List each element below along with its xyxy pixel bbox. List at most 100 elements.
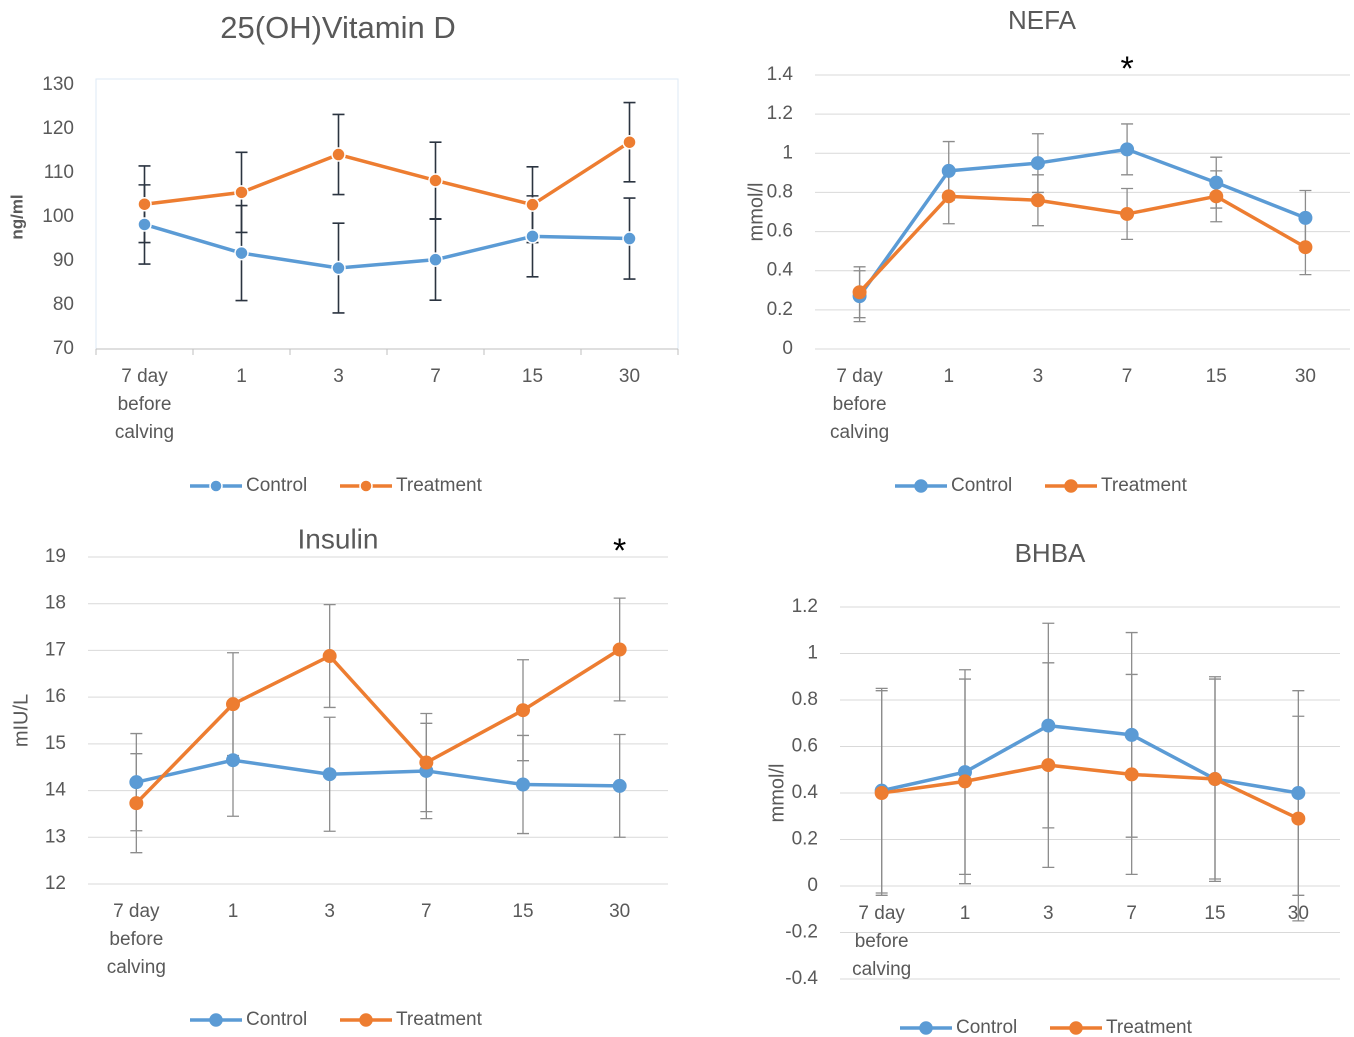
x-tick-label-box: 7 day before calving xyxy=(114,366,175,443)
chart-title: BHBA xyxy=(1015,538,1086,568)
series-line xyxy=(135,758,620,788)
annotation: * xyxy=(1120,50,1133,88)
data-point xyxy=(612,642,627,657)
series-line xyxy=(858,147,1307,298)
x-tick-label: 30 xyxy=(609,901,631,922)
chart-title: 25(OH)Vitamin D xyxy=(220,10,455,45)
y-tick-label: 1 xyxy=(782,142,793,163)
data-point xyxy=(1208,772,1222,787)
x-tick-label: 7 day before calving xyxy=(830,366,890,443)
y-tick-label: -0.4 xyxy=(785,968,818,989)
data-point xyxy=(226,697,240,712)
x-tick-label-box: 30 xyxy=(609,901,631,922)
data-point xyxy=(941,189,956,204)
y-tick-label: 1.2 xyxy=(792,596,818,617)
x-tick-label: 1 xyxy=(959,903,971,924)
data-point xyxy=(1124,727,1139,742)
series-line xyxy=(144,222,630,270)
x-tick-label: 7 day before calving xyxy=(852,903,912,980)
x-tick-label: 3 xyxy=(324,901,335,922)
x-tick-label: 7 xyxy=(1121,366,1133,387)
x-tick-label: 3 xyxy=(1032,366,1044,387)
series-line xyxy=(881,763,1300,821)
series-line xyxy=(135,648,621,805)
x-tick-label: 15 xyxy=(1205,366,1227,387)
x-tick-label-box: 1 xyxy=(236,366,247,387)
series-line xyxy=(144,140,631,207)
y-tick-label: 18 xyxy=(45,593,66,614)
data-point xyxy=(129,796,144,811)
x-tick-label-box: 15 xyxy=(512,901,533,922)
y-tick-label: 16 xyxy=(45,686,66,707)
data-point xyxy=(1124,767,1139,782)
y-tick-label: 0.4 xyxy=(767,260,794,281)
data-point xyxy=(1209,189,1224,204)
x-tick-label: 3 xyxy=(333,366,344,387)
y-tick-label: 0.8 xyxy=(792,689,818,710)
data-point xyxy=(137,217,152,232)
chart-title: Insulin xyxy=(298,523,379,554)
y-tick-label: 1 xyxy=(807,643,818,664)
x-tick-label: 15 xyxy=(1204,903,1226,924)
y-tick-label: 15 xyxy=(45,733,66,754)
legend-marker xyxy=(919,1021,933,1035)
y-axis-label: mmol/l xyxy=(766,764,788,823)
y-tick-label: 70 xyxy=(53,338,74,359)
x-tick-label-box: 3 xyxy=(324,901,335,922)
legend-marker xyxy=(914,479,928,493)
data-point xyxy=(612,778,627,793)
x-tick-label-box: 7 day before calving xyxy=(852,903,912,980)
data-point xyxy=(622,134,637,150)
x-tick-label-box: 7 xyxy=(430,366,441,387)
y-axis-label: mIU/L xyxy=(10,694,32,747)
y-tick-label: 90 xyxy=(53,250,74,271)
data-point xyxy=(516,777,530,792)
x-tick-label-box: 3 xyxy=(333,366,344,387)
x-tick-label-box: 1 xyxy=(228,901,239,922)
data-point xyxy=(1041,758,1056,773)
legend-label: Control xyxy=(246,1009,307,1030)
x-tick-label-box: 30 xyxy=(618,366,641,387)
y-tick-label: 80 xyxy=(53,294,74,315)
y-tick-label: -0.2 xyxy=(785,922,818,943)
y-tick-label: 14 xyxy=(45,780,67,801)
legend-marker xyxy=(209,479,223,493)
legend-label: Control xyxy=(246,475,307,496)
x-tick-label-box: 7 day before calving xyxy=(107,901,166,978)
legend-label: Control xyxy=(956,1017,1017,1037)
data-point xyxy=(137,196,152,212)
x-tick-label: 30 xyxy=(1294,366,1316,387)
y-tick-label: 12 xyxy=(45,873,66,894)
data-point xyxy=(1298,210,1313,225)
data-point xyxy=(874,786,889,800)
legend-marker xyxy=(1064,479,1078,493)
x-tick-label: 3 xyxy=(1043,903,1054,924)
x-tick-label: 15 xyxy=(521,366,544,387)
legend-label: Treatment xyxy=(1101,475,1188,496)
data-point xyxy=(1120,142,1135,157)
y-tick-label: 0 xyxy=(807,875,818,896)
y-tick-label: 17 xyxy=(45,639,66,660)
data-point xyxy=(331,147,346,162)
data-point xyxy=(1291,786,1306,800)
legend-label: Treatment xyxy=(1106,1017,1193,1037)
data-point xyxy=(1030,156,1045,171)
x-tick-label: 7 xyxy=(421,901,432,922)
data-point xyxy=(525,229,540,244)
x-tick-label-box: 7 xyxy=(1126,903,1137,924)
data-point xyxy=(1209,175,1224,190)
x-tick-label-box: 15 xyxy=(521,366,544,387)
annotation: * xyxy=(613,532,626,570)
y-tick-label: 13 xyxy=(45,826,66,847)
x-tick-label-box: 1 xyxy=(943,366,954,387)
data-point xyxy=(322,767,337,782)
data-point xyxy=(234,245,249,261)
chart-title: NEFA xyxy=(1008,5,1077,35)
x-tick-label-box: 3 xyxy=(1043,903,1054,924)
y-tick-label: 100 xyxy=(42,206,74,227)
x-tick-label: 30 xyxy=(618,366,641,387)
x-tick-label: 7 day before calving xyxy=(114,366,175,443)
data-point xyxy=(322,649,337,664)
data-point xyxy=(852,285,867,300)
